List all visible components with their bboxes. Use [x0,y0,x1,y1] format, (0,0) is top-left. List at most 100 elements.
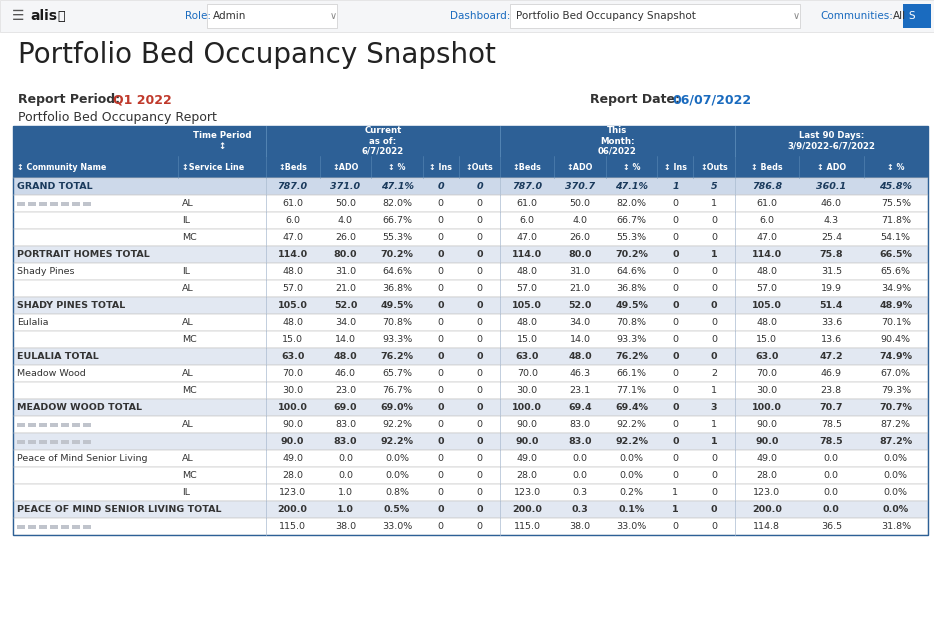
Bar [13,348,928,365]
Text: 83.0: 83.0 [335,420,356,429]
Text: MC: MC [182,335,197,344]
Text: 70.8%: 70.8% [382,318,412,327]
Text: 0: 0 [672,318,678,327]
Bar [61,423,69,426]
Text: 48.0: 48.0 [517,267,538,276]
Text: 69.0%: 69.0% [380,403,414,412]
Text: 47.1%: 47.1% [380,182,414,191]
Text: 1: 1 [711,250,717,259]
Text: 69.0: 69.0 [333,403,357,412]
Text: 92.2%: 92.2% [616,420,646,429]
Text: ↕Outs: ↕Outs [466,162,493,172]
Text: 0: 0 [438,386,444,395]
Text: 28.0: 28.0 [282,471,304,480]
Text: 70.0: 70.0 [282,369,304,378]
Text: 100.0: 100.0 [512,403,542,412]
Text: MC: MC [182,471,197,480]
Text: 123.0: 123.0 [514,488,541,497]
Text: 70.0: 70.0 [757,369,777,378]
Bar [13,246,928,263]
Text: 76.2%: 76.2% [616,352,648,361]
Text: 31.0: 31.0 [335,267,356,276]
Text: ↕Service Line: ↕Service Line [182,162,244,172]
Text: Time Period
↕: Time Period ↕ [192,131,251,151]
Text: Role:: Role: [185,11,211,21]
Text: 21.0: 21.0 [335,284,356,293]
Text: 787.0: 787.0 [277,182,307,191]
Text: 48.9%: 48.9% [879,301,913,310]
Text: 1: 1 [711,199,717,208]
Text: 0: 0 [672,267,678,276]
Text: 83.0: 83.0 [333,437,357,446]
Text: 75.8: 75.8 [819,250,843,259]
Bar [13,382,928,399]
Text: 57.0: 57.0 [282,284,304,293]
Text: IL: IL [182,267,190,276]
Text: 3: 3 [711,403,717,412]
Text: 786.8: 786.8 [752,182,782,191]
Text: 0: 0 [476,352,483,361]
Bar [28,202,36,205]
Text: 78.5: 78.5 [819,437,843,446]
Text: 1: 1 [711,386,717,395]
Bar [207,4,337,28]
Text: 49.5%: 49.5% [616,301,648,310]
Bar [39,202,47,205]
Text: 0: 0 [438,267,444,276]
Text: 0: 0 [711,301,717,310]
Text: 46.0: 46.0 [335,369,356,378]
Text: Q1 2022: Q1 2022 [113,94,172,107]
Text: 1: 1 [711,420,717,429]
Text: 38.0: 38.0 [570,522,590,531]
Text: 65.7%: 65.7% [382,369,412,378]
Text: Report Period:: Report Period: [18,94,120,107]
Text: 0: 0 [711,216,717,225]
Text: 0.0%: 0.0% [884,488,908,497]
Text: 82.0%: 82.0% [616,199,646,208]
Bar [61,202,69,205]
Text: 114.0: 114.0 [512,250,543,259]
Text: 48.0: 48.0 [282,267,304,276]
Text: ☰: ☰ [12,9,24,23]
Bar [61,524,69,529]
Text: 31.5: 31.5 [821,267,842,276]
Text: 0.0%: 0.0% [884,471,908,480]
Text: 48.0: 48.0 [282,318,304,327]
Text: 49.0: 49.0 [517,454,538,463]
Text: 200.0: 200.0 [752,505,782,514]
Text: 100.0: 100.0 [752,403,782,412]
Text: 0.0%: 0.0% [883,505,909,514]
Text: 105.0: 105.0 [512,301,542,310]
Text: 0: 0 [476,471,483,480]
Text: 33.0%: 33.0% [382,522,412,531]
Text: 57.0: 57.0 [517,284,538,293]
Bar [13,399,928,416]
Text: 0: 0 [476,267,483,276]
Text: 76.7%: 76.7% [382,386,412,395]
Text: 0: 0 [672,335,678,344]
Text: 0: 0 [438,454,444,463]
Text: 0: 0 [672,403,679,412]
Bar [72,524,80,529]
Text: 0: 0 [476,420,483,429]
Text: 23.1: 23.1 [570,386,590,395]
Text: 0.0: 0.0 [823,505,840,514]
Text: 71.8%: 71.8% [881,216,911,225]
Bar [28,524,36,529]
Text: 64.6%: 64.6% [616,267,646,276]
Text: 90.4%: 90.4% [881,335,911,344]
Text: 67.0%: 67.0% [881,369,911,378]
Text: 0: 0 [476,522,483,531]
Bar [13,416,928,433]
Text: 0.0: 0.0 [338,471,353,480]
Bar [13,195,928,212]
Text: 0.2%: 0.2% [619,488,644,497]
Text: 74.9%: 74.9% [879,352,913,361]
Text: 123.0: 123.0 [279,488,306,497]
Text: 70.0: 70.0 [517,369,538,378]
Text: 0: 0 [711,505,717,514]
Text: Portfolio Bed Occupancy Snapshot: Portfolio Bed Occupancy Snapshot [516,11,696,21]
Text: 15.0: 15.0 [517,335,538,344]
Text: 0.0: 0.0 [573,454,587,463]
Text: 76.2%: 76.2% [380,352,414,361]
